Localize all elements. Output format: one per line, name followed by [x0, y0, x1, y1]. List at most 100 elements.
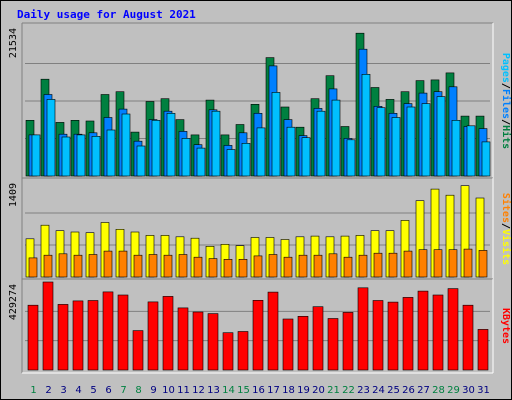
- day-label-27: 27: [417, 385, 430, 396]
- bar-sites-day-23: [358, 254, 368, 278]
- legend-files: Files: [500, 89, 512, 119]
- bar-sites-day-25: [388, 252, 398, 278]
- bar-sites-day-29: [448, 249, 458, 278]
- bar-kbytes-day-28: [432, 294, 444, 371]
- bar-pages-day-8: [136, 145, 146, 177]
- day-label-13: 13: [207, 385, 220, 396]
- day-label-4: 4: [75, 385, 81, 396]
- legend-separator: /: [500, 223, 511, 229]
- day-label-8: 8: [135, 385, 141, 396]
- bar-pages-day-10: [166, 113, 176, 177]
- day-label-9: 9: [150, 385, 156, 396]
- bar-kbytes-day-17: [267, 291, 279, 371]
- bar-sites-day-6: [103, 250, 113, 278]
- bar-pages-day-16: [256, 127, 266, 177]
- bar-pages-day-20: [316, 110, 326, 177]
- bar-kbytes-day-18: [282, 318, 294, 371]
- bar-sites-day-13: [208, 258, 218, 278]
- bar-sites-day-14: [223, 258, 233, 278]
- bar-sites-day-24: [373, 252, 383, 278]
- bar-kbytes-day-12: [192, 311, 204, 371]
- day-label-2: 2: [45, 385, 51, 396]
- bar-pages-day-3: [61, 136, 71, 177]
- bar-kbytes-day-5: [87, 300, 99, 371]
- bar-pages-day-4: [76, 134, 86, 177]
- bar-sites-day-28: [433, 249, 443, 278]
- bar-sites-day-30: [463, 248, 473, 278]
- bar-kbytes-day-1: [27, 304, 39, 371]
- day-label-7: 7: [120, 385, 126, 396]
- bar-pages-day-28: [436, 96, 446, 177]
- bar-sites-day-15: [238, 258, 248, 278]
- hits-files-pages-legend: Pages/Files/Hits: [500, 53, 512, 149]
- legend-sites: Sites: [500, 193, 512, 223]
- day-label-12: 12: [192, 385, 205, 396]
- bar-kbytes-day-2: [42, 281, 54, 371]
- bar-kbytes-day-10: [162, 296, 174, 371]
- kbytes-legend: KBytes: [500, 308, 511, 344]
- legend-separator: /: [500, 83, 511, 89]
- bar-pages-day-25: [391, 117, 401, 177]
- bar-sites-day-31: [478, 250, 488, 278]
- day-label-10: 10: [162, 385, 175, 396]
- bar-pages-day-9: [151, 120, 161, 177]
- bar-kbytes-day-22: [342, 312, 354, 371]
- day-label-31: 31: [477, 385, 490, 396]
- visits-sites-legend: Sites/Visits: [500, 193, 512, 265]
- bar-sites-day-17: [268, 254, 278, 278]
- bar-pages-day-26: [406, 106, 416, 177]
- day-label-19: 19: [297, 385, 310, 396]
- bar-sites-day-8: [133, 254, 143, 278]
- bar-sites-day-1: [28, 257, 38, 278]
- bar-pages-day-30: [466, 125, 476, 177]
- day-label-18: 18: [282, 385, 295, 396]
- day-label-20: 20: [312, 385, 325, 396]
- kbytes-max-label: 429274: [8, 284, 19, 320]
- bar-kbytes-day-9: [147, 301, 159, 371]
- graph-title: Daily usage for August 2021: [17, 8, 196, 21]
- day-label-5: 5: [90, 385, 96, 396]
- legend-separator: /: [500, 119, 511, 125]
- legend-visits: Visits: [500, 229, 512, 265]
- bar-pages-day-5: [91, 136, 101, 177]
- bar-pages-day-13: [211, 110, 221, 177]
- bar-sites-day-16: [253, 255, 263, 278]
- bar-pages-day-7: [121, 113, 131, 177]
- bar-sites-day-4: [73, 254, 83, 278]
- bar-sites-day-2: [43, 254, 53, 278]
- bar-kbytes-day-29: [447, 288, 459, 371]
- bar-pages-day-15: [241, 143, 251, 177]
- bar-pages-day-27: [421, 103, 431, 177]
- bar-sites-day-12: [193, 256, 203, 278]
- legend-kbytes: KBytes: [500, 308, 511, 344]
- bar-kbytes-day-31: [477, 329, 489, 371]
- day-label-29: 29: [447, 385, 460, 396]
- bar-sites-day-3: [58, 253, 68, 278]
- day-label-23: 23: [357, 385, 370, 396]
- day-label-16: 16: [252, 385, 265, 396]
- bar-kbytes-day-15: [237, 331, 249, 371]
- bar-kbytes-day-11: [177, 307, 189, 371]
- bar-pages-day-21: [331, 99, 341, 177]
- bar-sites-day-7: [118, 250, 128, 278]
- day-label-30: 30: [462, 385, 475, 396]
- bar-kbytes-day-24: [372, 300, 384, 371]
- bar-sites-day-11: [178, 254, 188, 278]
- bar-kbytes-day-20: [312, 306, 324, 371]
- day-label-15: 15: [237, 385, 250, 396]
- bar-pages-day-22: [346, 139, 356, 177]
- bar-kbytes-day-8: [132, 330, 144, 371]
- day-label-26: 26: [402, 385, 415, 396]
- bar-pages-day-1: [31, 134, 41, 177]
- bar-kbytes-day-27: [417, 290, 429, 371]
- bar-kbytes-day-30: [462, 304, 474, 371]
- visits-sites-max-label: 1409: [8, 183, 19, 207]
- bar-pages-day-14: [226, 149, 236, 177]
- bar-pages-day-31: [481, 141, 491, 177]
- day-label-22: 22: [342, 385, 355, 396]
- bar-sites-day-20: [313, 254, 323, 278]
- bar-pages-day-17: [271, 92, 281, 177]
- bar-sites-day-19: [298, 254, 308, 278]
- day-label-14: 14: [222, 385, 235, 396]
